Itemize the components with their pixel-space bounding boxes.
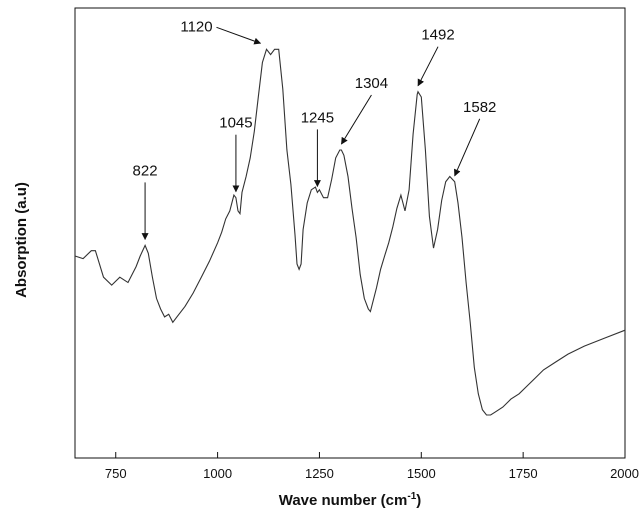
x-tick-label: 750 <box>105 466 127 481</box>
peak-arrow <box>216 26 262 45</box>
x-axis-title-text: Wave number (cm <box>279 492 408 509</box>
x-tick-label: 1750 <box>509 466 538 481</box>
spectrum-line <box>74 48 626 416</box>
peak-label: 1245 <box>301 109 334 126</box>
peak-annotation-1492: 1492 <box>417 27 455 87</box>
peak-annotation-1245: 1245 <box>301 109 334 188</box>
x-axis-ticks: 750 1000 1250 1500 1750 2000 <box>105 452 639 481</box>
peak-arrow <box>341 94 372 145</box>
peak-annotation-1582: 1582 <box>454 99 496 177</box>
x-axis-title-superscript: -1 <box>407 491 416 502</box>
peak-arrow <box>454 118 481 177</box>
peak-annotation-1120: 1120 <box>180 18 262 45</box>
x-tick-label: 1250 <box>305 466 334 481</box>
peak-label: 1304 <box>355 75 388 92</box>
peak-annotation-1045: 1045 <box>219 115 253 193</box>
peak-label: 1582 <box>463 99 496 116</box>
peak-annotations: 822 1045 1120 1245 1304 1492 1582 <box>133 18 496 241</box>
x-axis-title: Wave number (cm-1) <box>279 491 422 509</box>
plot-frame <box>74 7 626 459</box>
peak-label: 1492 <box>421 27 454 44</box>
peak-label: 822 <box>133 162 158 179</box>
peak-label: 1045 <box>219 115 252 132</box>
peak-arrow <box>417 46 439 87</box>
x-tick-label: 2000 <box>610 466 639 481</box>
peak-annotation-1304: 1304 <box>341 75 388 145</box>
x-tick-label: 1000 <box>203 466 232 481</box>
y-axis-title: Absorption (a.u) <box>13 182 30 298</box>
x-axis-title-suffix: ) <box>416 492 421 509</box>
peak-label: 1120 <box>180 18 212 35</box>
x-tick-label: 1500 <box>407 466 436 481</box>
peak-annotation-822: 822 <box>133 162 158 241</box>
